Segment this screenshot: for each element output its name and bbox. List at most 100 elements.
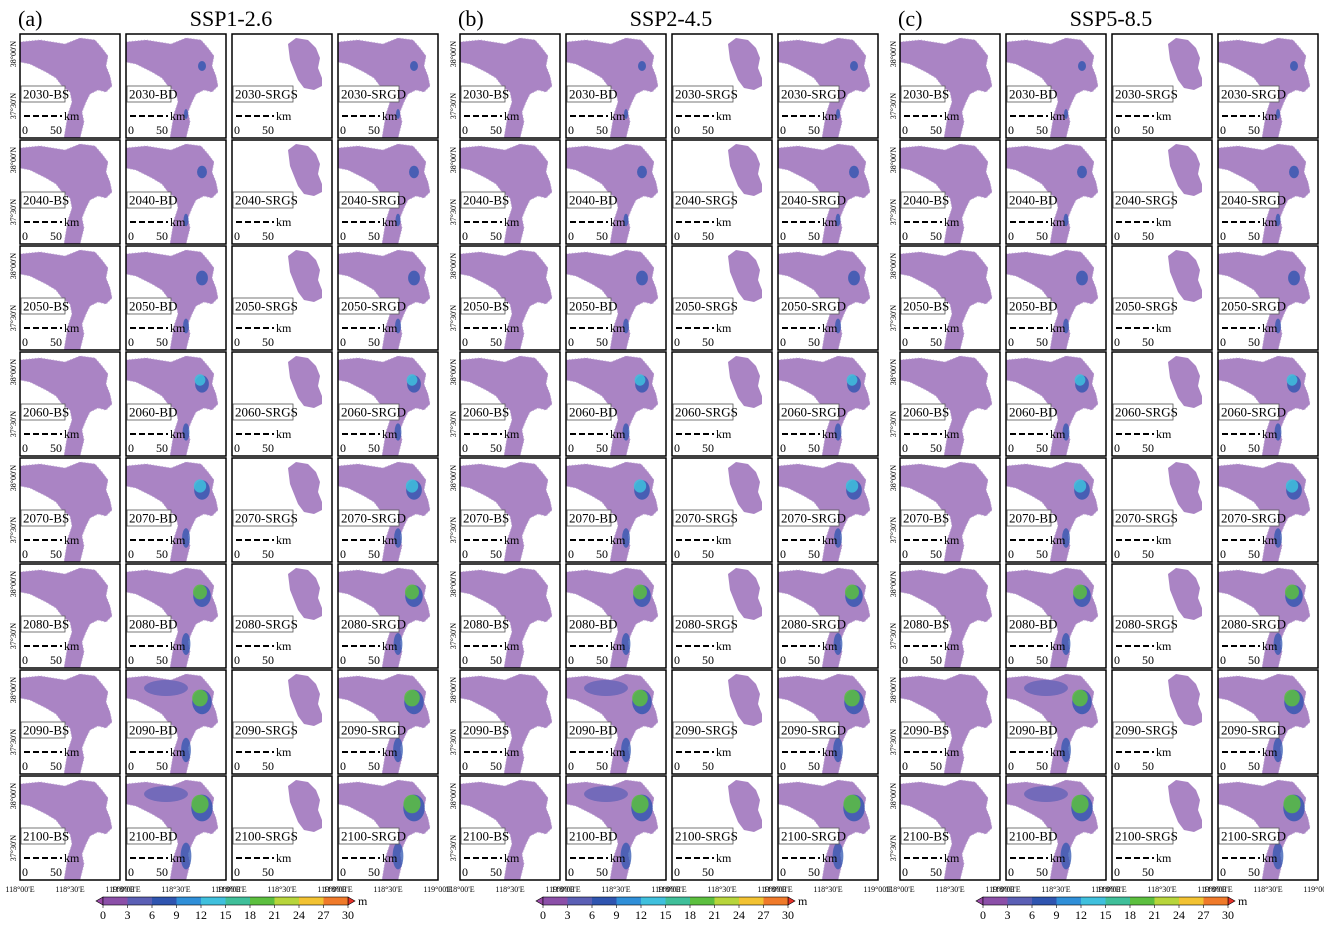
scale-tick: 0	[780, 759, 786, 773]
map: 2030-SRGSkm050	[672, 34, 772, 138]
colorbar-tick-label: 0	[540, 908, 546, 922]
scale-tick: 0	[128, 653, 134, 667]
lat-label: 37°30'N	[449, 199, 458, 226]
map: 2050-SRGDkm050	[1218, 246, 1318, 350]
scale-tick: 0	[340, 865, 346, 879]
scale-tick: 50	[368, 653, 380, 667]
map-label: 2060-SRGD	[1221, 405, 1286, 420]
map: 2090-BDkm050	[126, 670, 226, 774]
flood-zone	[406, 479, 418, 492]
lat-label: 38°00'N	[889, 253, 898, 280]
map: 2070-SRGSkm050	[232, 458, 332, 562]
scale-unit: km	[944, 639, 960, 653]
scale-unit: km	[382, 533, 398, 547]
map: 2090-SRGDkm050	[1218, 670, 1318, 774]
map: 2080-SRGDkm050	[1218, 564, 1318, 668]
scale-unit: km	[822, 851, 838, 865]
scale-unit: km	[64, 215, 80, 229]
scale-tick: 50	[596, 229, 608, 243]
map-label: 2090-BS	[463, 723, 509, 738]
map: 2100-BDkm050118°00'E118°30'E119°00'E	[551, 776, 680, 894]
flood-zone	[847, 374, 858, 385]
map: 2070-SRGDkm050	[1218, 458, 1318, 562]
map-label: 2070-SRGS	[675, 511, 738, 526]
scale-unit: km	[1262, 851, 1278, 865]
colorbar-segment	[739, 897, 764, 905]
scale-unit: km	[64, 321, 80, 335]
scale-tick: 0	[902, 335, 908, 349]
colorbar-tick-label: 24	[293, 908, 305, 922]
lon-label: 118°30'E	[601, 885, 630, 894]
lat-label: 37°30'N	[9, 729, 18, 756]
scale-tick: 50	[1142, 441, 1154, 455]
map-label: 2030-SRGS	[235, 87, 298, 102]
map-label: 2040-SRGD	[1221, 193, 1286, 208]
scale-unit: km	[1156, 745, 1172, 759]
map: 2080-BSkm05038°00'N37°30'N	[889, 564, 1000, 668]
scale-tick: 0	[1008, 229, 1014, 243]
scale-tick: 50	[702, 547, 714, 561]
colorbar-high-arrow	[1228, 897, 1235, 905]
flood-zone	[1071, 795, 1088, 814]
scale-unit: km	[822, 321, 838, 335]
scale-unit: km	[382, 639, 398, 653]
lat-label: 37°30'N	[9, 199, 18, 226]
map: 2090-SRGDkm050	[778, 670, 878, 774]
map: 2070-BDkm050	[126, 458, 226, 562]
colorbar-tick-label: 15	[220, 908, 232, 922]
colorbar-tick-label: 0	[100, 908, 106, 922]
map: 2100-BSkm05038°00'N37°30'N118°00'E118°30…	[445, 776, 574, 894]
colorbar-segment	[324, 897, 349, 905]
scale-unit: km	[1156, 427, 1172, 441]
map: 2030-BSkm05038°00'N37°30'N	[889, 34, 1000, 138]
panel-title: SSP2-4.5	[630, 6, 713, 31]
map-label: 2050-SRGD	[341, 299, 406, 314]
scale-tick: 50	[156, 123, 168, 137]
map: 2080-BSkm05038°00'N37°30'N	[449, 564, 560, 668]
scale-unit: km	[1262, 533, 1278, 547]
scale-unit: km	[944, 533, 960, 547]
colorbar-segment	[617, 897, 642, 905]
scale-unit: km	[64, 745, 80, 759]
colorbar-segment	[1081, 897, 1106, 905]
map-label: 2030-BD	[1009, 87, 1057, 102]
scale-tick: 0	[22, 123, 28, 137]
map: 2070-SRGDkm050	[778, 458, 878, 562]
map: 2060-BDkm050	[1006, 352, 1106, 456]
map: 2050-BSkm05038°00'N37°30'N	[889, 246, 1000, 350]
colorbar-tick-label: 15	[660, 908, 672, 922]
map-label: 2070-BD	[569, 511, 617, 526]
scale-unit: km	[944, 745, 960, 759]
lat-label: 38°00'N	[889, 359, 898, 386]
scale-tick: 50	[262, 441, 274, 455]
scale-unit: km	[1262, 215, 1278, 229]
scale-tick: 50	[1036, 123, 1048, 137]
scale-tick: 50	[702, 653, 714, 667]
colorbar-tick-label: 21	[1149, 908, 1161, 922]
flood-zone	[843, 795, 860, 814]
scale-tick: 50	[50, 547, 62, 561]
scale-tick: 50	[490, 865, 502, 879]
lat-label: 38°00'N	[889, 465, 898, 492]
scale-tick: 0	[234, 547, 240, 561]
scale-tick: 0	[1008, 441, 1014, 455]
scale-tick: 0	[1220, 653, 1226, 667]
map: 2030-SRGDkm050	[1218, 34, 1318, 138]
flood-zone	[1073, 585, 1087, 600]
scale-tick: 50	[156, 865, 168, 879]
colorbar-segment	[1155, 897, 1180, 905]
scale-tick: 0	[22, 229, 28, 243]
lon-label: 118°00'E	[1203, 885, 1232, 894]
scale-unit: km	[1050, 745, 1066, 759]
scale-tick: 0	[1114, 547, 1120, 561]
map-label: 2060-BS	[23, 405, 69, 420]
scale-tick: 0	[902, 229, 908, 243]
colorbar-segment	[715, 897, 740, 905]
scale-tick: 0	[902, 547, 908, 561]
map-label: 2100-BD	[129, 829, 177, 844]
scale-unit: km	[504, 639, 520, 653]
scale-tick: 0	[234, 759, 240, 773]
map-label: 2070-BD	[129, 511, 177, 526]
scale-tick: 0	[674, 335, 680, 349]
